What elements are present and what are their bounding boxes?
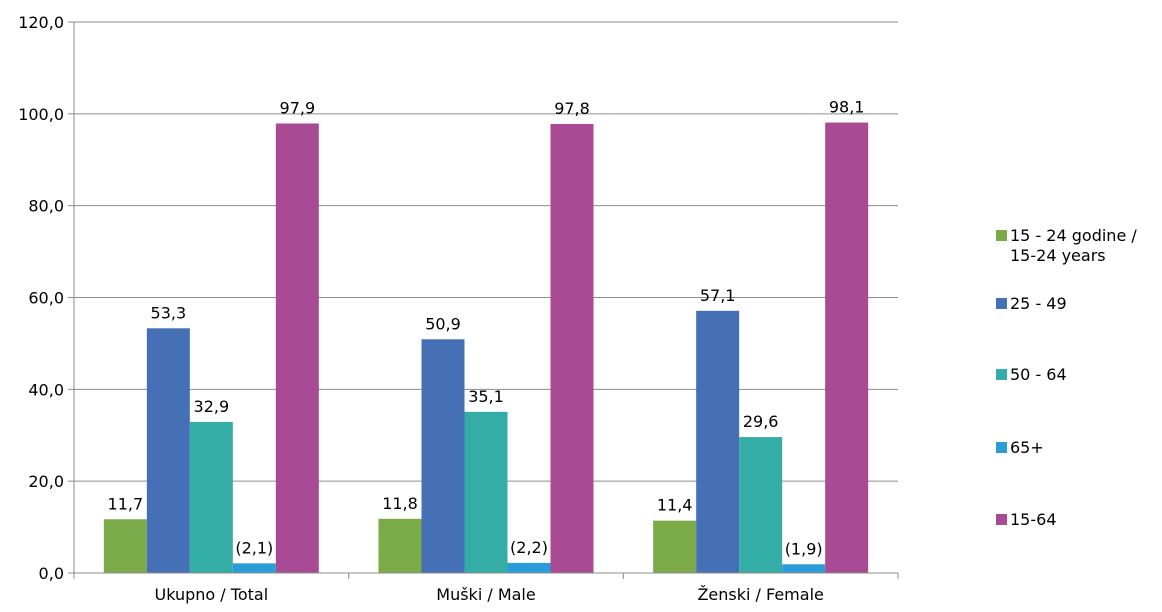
y-tick-label: 40,0 xyxy=(28,380,64,399)
bar xyxy=(232,563,276,573)
data-label: 35,1 xyxy=(468,387,504,406)
y-tick-label: 60,0 xyxy=(28,289,64,308)
data-label: 11,4 xyxy=(657,496,693,515)
y-tick-label: 20,0 xyxy=(28,472,64,491)
y-tick-label: 120,0 xyxy=(18,13,64,32)
bar xyxy=(378,518,422,573)
bar xyxy=(696,310,740,573)
bar xyxy=(653,520,697,573)
y-tick-label: 100,0 xyxy=(18,105,64,124)
data-label: 32,9 xyxy=(194,397,230,416)
data-label: (2,2) xyxy=(510,538,548,557)
bar xyxy=(782,564,826,573)
legend-label: 15-24 years xyxy=(1010,246,1106,265)
data-label: (2,1) xyxy=(235,538,273,557)
legend: 15 - 24 godine /15-24 years 25 - 49 50 - 6… xyxy=(996,226,1137,529)
data-label: 50,9 xyxy=(425,314,461,333)
bar xyxy=(146,328,190,573)
bar xyxy=(464,411,508,573)
legend-swatch xyxy=(996,442,1007,453)
data-label: (1,9) xyxy=(785,539,823,558)
y-tick-label: 0,0 xyxy=(39,564,64,583)
legend-label: 50 - 64 xyxy=(1010,365,1067,384)
axes: 0,0 20,0 40,0 60,0 80,0 100,0 120,0 Ukupno / To… xyxy=(18,13,899,604)
legend-swatch xyxy=(996,514,1007,525)
data-label: 29,6 xyxy=(743,412,779,431)
legend-swatch xyxy=(996,298,1007,309)
bar xyxy=(421,339,465,573)
bars xyxy=(103,122,869,574)
data-labels: 11,7 53,3 32,9 (2,1) 97,9 11,8 50,9 35,1 (2,2) 97… xyxy=(108,98,865,559)
bar xyxy=(825,122,869,574)
bar xyxy=(189,421,233,573)
legend-label: 65+ xyxy=(1010,438,1044,457)
bar xyxy=(739,437,783,573)
legend-label: 25 - 49 xyxy=(1010,294,1067,313)
bar xyxy=(275,123,319,573)
data-label: 57,1 xyxy=(700,286,736,305)
bar xyxy=(507,562,551,573)
x-category-label: Ženski / Female xyxy=(697,585,823,604)
data-label: 11,8 xyxy=(382,494,418,513)
bar xyxy=(550,123,594,573)
x-category-label: Ukupno / Total xyxy=(155,585,269,604)
legend-swatch xyxy=(996,369,1007,380)
x-category-label: Muški / Male xyxy=(436,585,535,604)
data-label: 97,8 xyxy=(554,99,590,118)
data-label: 53,3 xyxy=(151,303,187,322)
legend-label: 15 - 24 godine / xyxy=(1010,226,1137,245)
legend-swatch xyxy=(996,230,1007,241)
data-label: 11,7 xyxy=(108,494,144,513)
bar xyxy=(103,519,147,573)
legend-label: 15-64 xyxy=(1010,510,1057,529)
data-label: 97,9 xyxy=(280,98,316,117)
y-tick-label: 80,0 xyxy=(28,197,64,216)
data-label: 98,1 xyxy=(829,98,865,117)
